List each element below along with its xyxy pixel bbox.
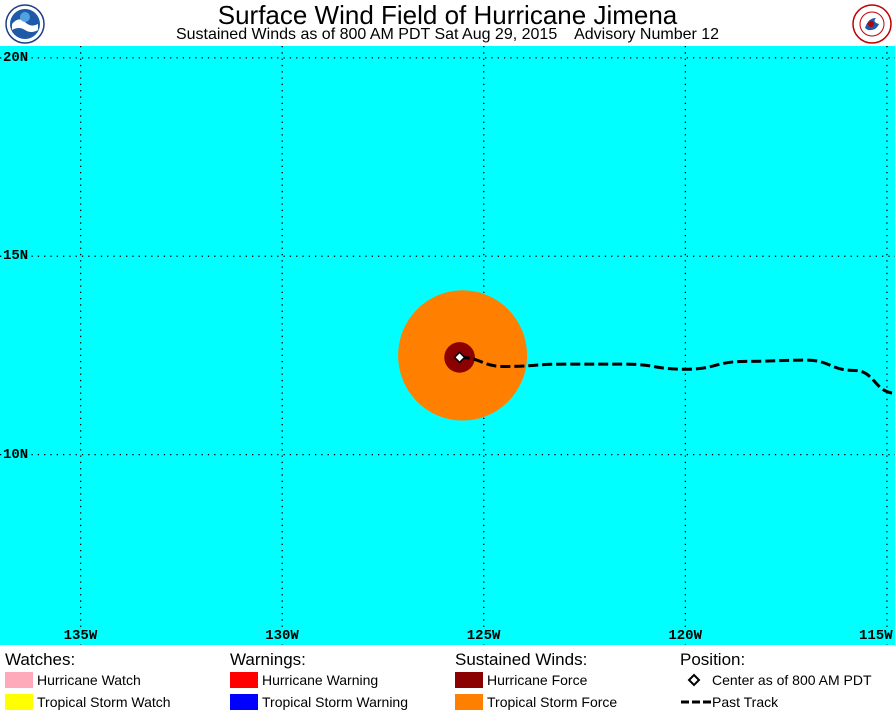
hurricane-force-swatch: [455, 672, 483, 688]
tropical-storm-warning-swatch: [230, 694, 258, 710]
lon-label-115w: 115W: [859, 628, 893, 644]
legend-tropical-storm-watch-label: Tropical Storm Watch: [37, 694, 171, 710]
legend-warnings-heading: Warnings:: [230, 650, 306, 669]
lat-label-10n: 10N: [3, 446, 29, 463]
lat-label-15n: 15N: [3, 248, 29, 265]
hurricane-warning-swatch: [230, 672, 258, 688]
map-canvas: [0, 46, 895, 645]
noaa-logo: [5, 4, 45, 44]
map-header: Surface Wind Field of Hurricane Jimena S…: [0, 0, 895, 46]
legend-position-heading: Position:: [680, 650, 746, 669]
legend-hurricane-warning-label: Hurricane Warning: [262, 672, 379, 688]
legend-hurricane-watch-label: Hurricane Watch: [37, 672, 141, 688]
legend-tropical-storm-warning-label: Tropical Storm Warning: [262, 694, 409, 710]
legend-winds-heading: Sustained Winds:: [455, 650, 588, 669]
lon-label-130w: 130W: [265, 628, 299, 644]
tropical-storm-watch-swatch: [5, 694, 33, 710]
lon-label-120w: 120W: [668, 628, 702, 644]
legend-past-track-label: Past Track: [712, 694, 779, 710]
diamond-icon: [687, 673, 701, 687]
legend-tropical-storm-force-label: Tropical Storm Force: [487, 694, 618, 710]
tropical-storm-force-swatch: [455, 694, 483, 710]
storm-center-marker: [453, 351, 466, 364]
legend-center-label: Center as of 800 AM PDT: [712, 672, 872, 688]
legend-watches-heading: Watches:: [5, 650, 76, 669]
legend-hurricane-force-label: Hurricane Force: [487, 672, 588, 688]
wind-field-map[interactable]: 20N 15N 10N 135W 130W 125W 120W 115W: [0, 46, 895, 645]
past-track-line: [459, 355, 895, 395]
lon-label-125w: 125W: [466, 628, 501, 644]
map-subtitle: Sustained Winds as of 800 AM PDT Sat Aug…: [175, 26, 720, 43]
hurricane-watch-swatch: [5, 672, 33, 688]
legend: Watches: Hurricane Watch Tropical Storm …: [0, 645, 895, 716]
dashed-line-icon: [681, 700, 711, 704]
lat-label-20n: 20N: [3, 49, 29, 66]
national-weather-service-logo: [852, 4, 892, 44]
lon-label-135w: 135W: [63, 628, 98, 644]
map-title: Surface Wind Field of Hurricane Jimena: [217, 0, 678, 30]
